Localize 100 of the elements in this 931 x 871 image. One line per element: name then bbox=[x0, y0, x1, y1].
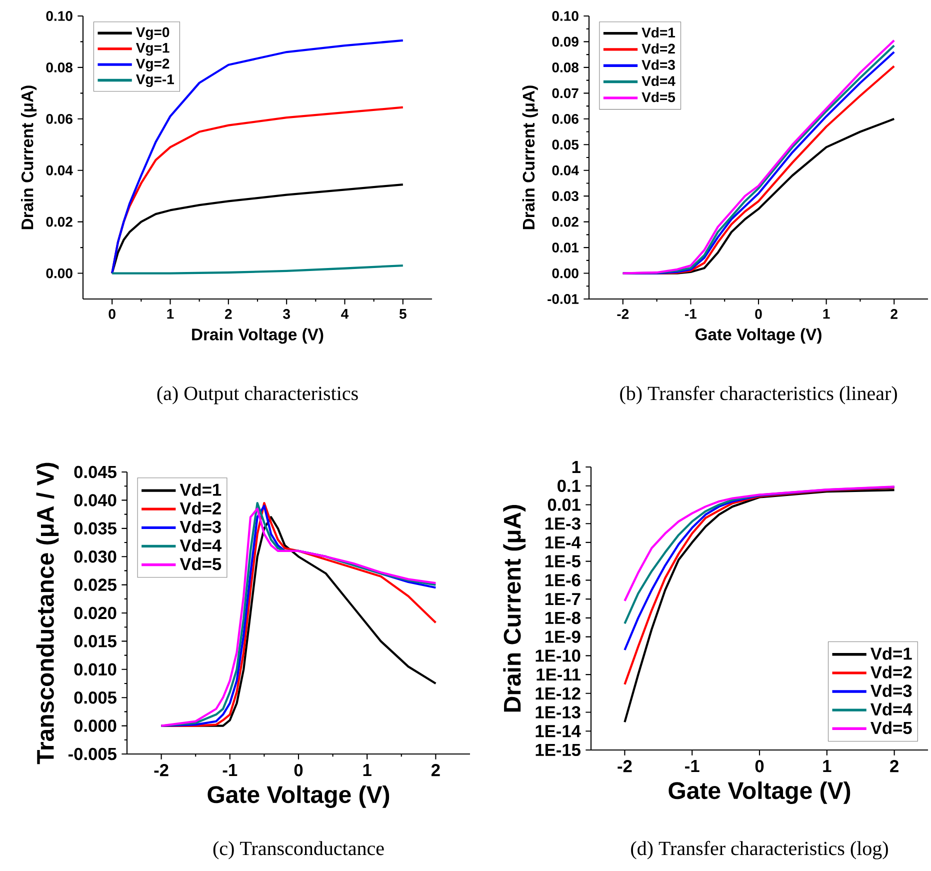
legend-label: Vd=5 bbox=[642, 92, 676, 102]
legend-label: Vd=4 bbox=[180, 538, 222, 552]
y-tick-label: 0.10 bbox=[46, 11, 72, 21]
y-tick-label: 0.02 bbox=[46, 216, 72, 227]
y-tick-label: -0.005 bbox=[68, 748, 116, 760]
text: (a) Output characteristics bbox=[157, 386, 358, 404]
legend-label: Vd=4 bbox=[642, 76, 676, 86]
y-tick-label: 1E-10 bbox=[536, 650, 580, 662]
legend-label: Vd=1 bbox=[870, 647, 912, 660]
y-tick-label: 0.040 bbox=[74, 494, 116, 506]
x-tick-label: -1 bbox=[685, 309, 697, 319]
y-tick-label: 0.08 bbox=[552, 62, 579, 72]
y-tick-label: 0.015 bbox=[74, 635, 116, 648]
legend-label: Vd=4 bbox=[870, 702, 912, 716]
line-series bbox=[111, 264, 404, 274]
y-tick-label: 0.00 bbox=[552, 268, 578, 278]
x-tick-label: 0 bbox=[755, 760, 764, 772]
legend-label: Vg=1 bbox=[136, 43, 170, 56]
y-tick-label: 0.020 bbox=[74, 606, 116, 620]
y-tick-label: 0.030 bbox=[74, 550, 116, 563]
text: (d) Transfer characteristics (log) bbox=[631, 840, 888, 860]
y-tick-label: 0.010 bbox=[74, 663, 116, 676]
y-tick-label: 0.035 bbox=[74, 522, 116, 535]
y-tick-label: 0.045 bbox=[74, 466, 116, 478]
y-tick-label: 0.05 bbox=[552, 140, 579, 150]
legend-label: Vd=3 bbox=[642, 60, 675, 70]
legend-label: Vd=1 bbox=[180, 483, 222, 496]
y-tick-label: 0.1 bbox=[558, 480, 580, 492]
x-tick-label: 1 bbox=[363, 764, 372, 776]
x-tick-label: -2 bbox=[154, 764, 168, 776]
y-tick-label: 1E-9 bbox=[545, 630, 580, 643]
x-tick-label: 0 bbox=[755, 309, 762, 319]
y-axis-title: Drain Current (μA) bbox=[522, 86, 538, 230]
y-axis-title: Drain Current (μA) bbox=[503, 505, 526, 712]
x-tick-label: 2 bbox=[225, 309, 232, 319]
legend-label: Vd=5 bbox=[870, 721, 912, 734]
y-tick-label: 0.04 bbox=[46, 165, 73, 176]
text: (b) Transfer characteristics (linear) bbox=[620, 386, 897, 404]
legend-label: Vd=3 bbox=[180, 520, 221, 534]
y-tick-label: 1 bbox=[572, 461, 580, 473]
x-tick-label: 0 bbox=[108, 309, 116, 319]
x-tick-label: 2 bbox=[890, 760, 898, 772]
y-axis-title: Transconductance (μA / V) bbox=[36, 462, 59, 764]
y-tick-label: 0.01 bbox=[548, 498, 580, 511]
x-tick-label: 3 bbox=[283, 309, 290, 319]
y-tick-label: 0.06 bbox=[46, 114, 72, 124]
line-series bbox=[624, 486, 896, 602]
legend-label: Vd=3 bbox=[870, 684, 912, 697]
legend-label: Vd=2 bbox=[642, 43, 675, 54]
y-tick-label: 1E-14 bbox=[536, 725, 581, 738]
x-tick-label: 2 bbox=[431, 764, 440, 776]
y-tick-label: 1E-6 bbox=[545, 574, 580, 586]
y-tick-label: 1E-15 bbox=[536, 744, 580, 756]
x-tick-label: 1 bbox=[823, 309, 830, 319]
y-tick-label: 0.025 bbox=[74, 578, 116, 591]
legend-label: Vg=-1 bbox=[136, 74, 174, 88]
y-tick-label: 1E-3 bbox=[545, 517, 580, 530]
legend-label: Vd=5 bbox=[180, 557, 222, 570]
x-axis-title: Gate Voltage (V) bbox=[208, 785, 390, 808]
text: (c) Transconductance bbox=[213, 841, 384, 860]
y-tick-label: 0.10 bbox=[552, 11, 578, 21]
y-tick-label: 0.08 bbox=[46, 62, 73, 72]
y-axis-title: Drain Current (μA) bbox=[21, 86, 37, 230]
y-tick-label: 0.07 bbox=[552, 88, 578, 98]
line-series bbox=[111, 183, 404, 274]
x-axis-title: Gate Voltage (V) bbox=[695, 328, 822, 344]
y-tick-label: 0.000 bbox=[74, 720, 116, 732]
y-tick-label: -0.01 bbox=[548, 294, 579, 304]
y-tick-label: 1E-12 bbox=[536, 687, 580, 700]
y-tick-label: 1E-8 bbox=[545, 612, 580, 624]
x-tick-label: -2 bbox=[617, 309, 629, 319]
x-tick-label: 1 bbox=[823, 760, 832, 772]
y-tick-label: 0.03 bbox=[552, 191, 578, 202]
legend-label: Vd=1 bbox=[642, 27, 676, 38]
x-tick-label: -1 bbox=[685, 760, 700, 772]
y-tick-label: 1E-7 bbox=[545, 593, 580, 606]
x-axis-title: Gate Voltage (V) bbox=[668, 781, 850, 804]
x-tick-label: -1 bbox=[222, 764, 238, 776]
legend-label: Vg=2 bbox=[136, 58, 170, 72]
x-axis-title: Drain Voltage (V) bbox=[192, 328, 324, 344]
y-tick-label: 0.04 bbox=[552, 165, 579, 176]
line-series bbox=[111, 39, 404, 274]
y-tick-label: 0.02 bbox=[552, 216, 578, 227]
x-tick-label: 0 bbox=[294, 764, 303, 776]
y-tick-label: 0.005 bbox=[74, 691, 116, 704]
x-tick-label: 2 bbox=[890, 309, 898, 319]
y-tick-label: 0.09 bbox=[552, 36, 578, 47]
y-tick-label: 1E-13 bbox=[536, 706, 580, 718]
y-tick-label: 1E-4 bbox=[545, 536, 581, 548]
y-tick-label: 1E-5 bbox=[545, 555, 580, 568]
y-tick-label: 0.00 bbox=[46, 268, 72, 278]
x-tick-label: -2 bbox=[618, 760, 632, 772]
y-tick-label: 1E-11 bbox=[536, 668, 580, 680]
legend-label: Vd=2 bbox=[180, 502, 221, 515]
legend-label: Vd=2 bbox=[870, 666, 912, 678]
x-tick-label: 5 bbox=[399, 309, 406, 319]
y-tick-label: 0.01 bbox=[552, 242, 579, 253]
legend-label: Vg=0 bbox=[136, 27, 170, 40]
y-tick-label: 0.06 bbox=[552, 114, 578, 124]
x-tick-label: 4 bbox=[341, 309, 349, 319]
